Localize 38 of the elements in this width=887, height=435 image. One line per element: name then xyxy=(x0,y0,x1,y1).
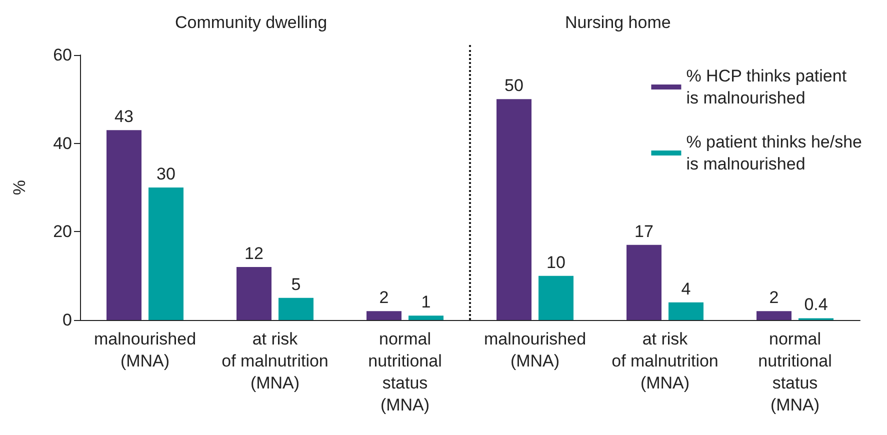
data-label: 1 xyxy=(421,292,431,312)
data-label: 2 xyxy=(379,288,389,308)
x-tick-label: malnourished (MNA) xyxy=(484,330,586,370)
bar xyxy=(756,311,792,320)
x-tick-label: normal nutritional status (MNA) xyxy=(368,330,442,414)
y-tick-label: 40 xyxy=(53,134,72,153)
data-label: 17 xyxy=(634,222,654,241)
y-tick-label: 20 xyxy=(53,222,72,242)
bar xyxy=(106,130,142,320)
data-label: 10 xyxy=(546,252,566,272)
bar xyxy=(148,188,184,320)
bar xyxy=(366,311,402,320)
bar xyxy=(278,298,314,320)
legend-label: % HCP thinks patient is malnourished xyxy=(686,66,847,108)
y-axis-title: % xyxy=(10,180,29,196)
bar xyxy=(496,99,532,320)
legend-label: % patient thinks he/she is malnourished xyxy=(686,132,862,174)
x-tick-label: at risk of malnutrition (MNA) xyxy=(612,330,718,392)
data-label: 5 xyxy=(291,274,301,294)
x-tick-label: at risk of malnutrition (MNA) xyxy=(222,330,328,392)
data-label: 12 xyxy=(244,244,264,263)
text: Nursing home xyxy=(565,13,671,32)
data-label: 0.4 xyxy=(804,295,828,314)
bar xyxy=(626,244,662,320)
data-label: 30 xyxy=(156,164,176,184)
data-label: 4 xyxy=(681,279,691,298)
bar xyxy=(668,302,704,320)
bar xyxy=(408,316,444,320)
data-label: 43 xyxy=(114,107,134,126)
y-tick-label: 0 xyxy=(62,310,72,330)
x-tick-label: malnourished (MNA) xyxy=(94,330,196,370)
x-tick-label: normal nutritional status (MNA) xyxy=(758,330,832,414)
y-tick-label: 60 xyxy=(53,46,72,64)
bar xyxy=(236,267,272,320)
text: Community dwelling xyxy=(175,13,328,32)
data-label: 2 xyxy=(769,288,779,308)
data-label: 50 xyxy=(504,76,524,96)
bar xyxy=(538,276,574,320)
